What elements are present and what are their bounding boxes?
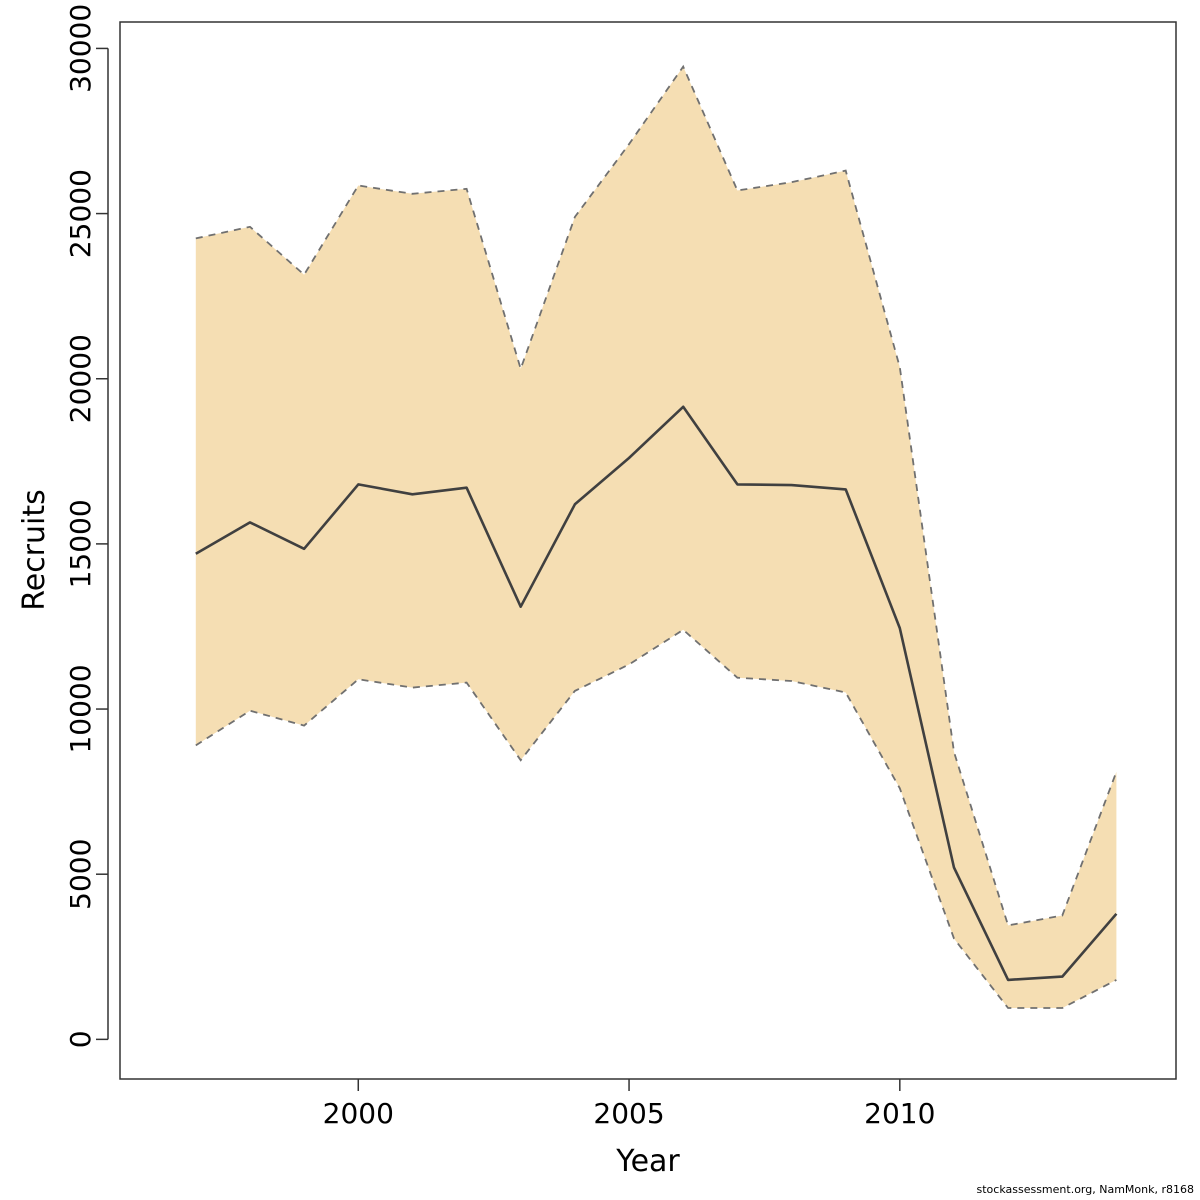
y-tick-label: 30000 [64,4,97,93]
y-axis: 0 5000 10000 15000 20000 25000 30000 [64,4,109,1048]
y-axis-title: Recruits [17,489,52,611]
estimate-line [195,405,1118,982]
confidence-band-layer [195,66,1117,1009]
y-tick-label: 5000 [64,839,97,910]
series-line-layer [195,64,1118,1009]
plot-frame [119,21,1177,1080]
y-tick-label: 20000 [64,334,97,423]
confidence-band-area [195,66,1117,1009]
x-tick-label: 2010 [864,1097,935,1130]
y-tick-label: 0 [64,1030,97,1048]
upper-bound-line [195,64,1118,927]
y-tick-label: 25000 [64,169,97,258]
lower-bound-line [195,628,1117,1009]
x-axis-title: Year [615,1144,680,1179]
x-tick-label: 2005 [593,1097,664,1130]
x-tick-label: 2000 [323,1097,394,1130]
y-tick-label: 10000 [64,664,97,753]
credit-footer: stockassessment.org, NamMonk, r8168 [976,1183,1195,1196]
y-tick-label: 15000 [64,499,97,588]
x-axis: 2000 2005 2010 [323,1079,935,1130]
